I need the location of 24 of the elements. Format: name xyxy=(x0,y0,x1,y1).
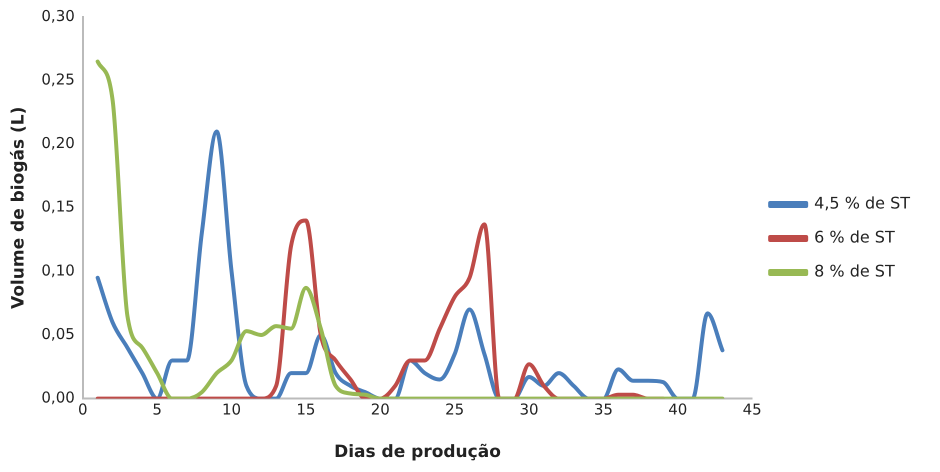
x-tick-label: 45 xyxy=(742,400,762,418)
x-tick-label: 35 xyxy=(594,400,613,418)
y-tick-label: 0,25 xyxy=(41,70,75,88)
legend-label: 6 % de ST xyxy=(814,228,895,247)
y-tick-label: 0,10 xyxy=(41,261,75,280)
x-tick-label: 20 xyxy=(370,400,390,418)
x-tick-label: 40 xyxy=(668,400,688,418)
x-tick-label: 10 xyxy=(222,400,242,418)
y-tick-label: 0,15 xyxy=(41,198,75,216)
y-tick-label: 0,05 xyxy=(41,324,75,343)
x-tick-label: 25 xyxy=(445,400,464,418)
legend-label: 4,5 % de ST xyxy=(814,194,910,213)
x-tick-label: 15 xyxy=(296,400,316,418)
y-tick-label: 0,20 xyxy=(41,134,75,152)
x-tick-label: 0 xyxy=(78,400,88,418)
y-axis-title: Volume de biogás (L) xyxy=(8,106,29,309)
legend-label: 8 % de ST xyxy=(814,262,895,281)
line-series xyxy=(96,129,724,399)
y-tick-label: 0,30 xyxy=(41,6,75,25)
x-tick-label: 30 xyxy=(519,400,539,418)
line-series xyxy=(96,60,724,399)
x-tick-label: 5 xyxy=(152,400,162,418)
x-axis-title: Dias de produção xyxy=(334,442,501,462)
y-tick-label: 0,00 xyxy=(41,388,75,406)
